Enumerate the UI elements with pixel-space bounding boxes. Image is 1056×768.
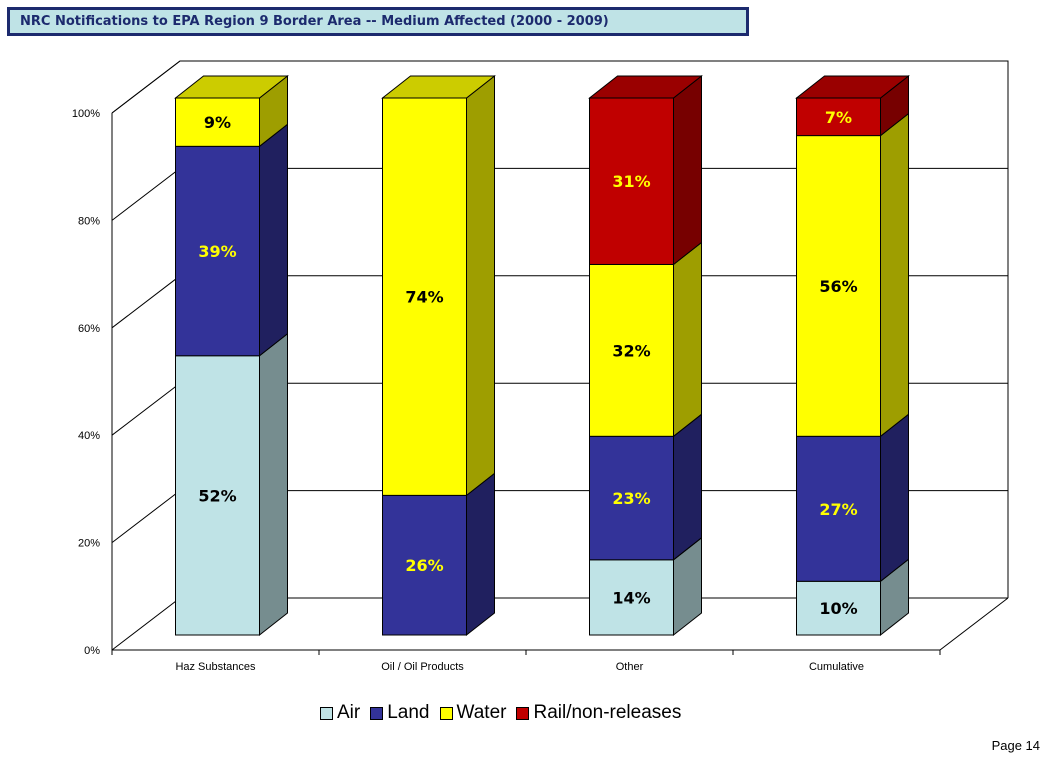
bar-side-face: [466, 74, 495, 497]
bar-segment: [382, 494, 467, 636]
bar-side-face: [259, 123, 288, 357]
bar-segment: [589, 435, 674, 561]
bar-side-face: [259, 332, 288, 637]
data-label: 39%: [198, 242, 236, 261]
y-tick-label: 40%: [78, 430, 100, 442]
bar-segment: [382, 97, 467, 496]
data-label: 7%: [825, 108, 852, 127]
bar-segment: [175, 97, 260, 147]
data-label: 27%: [819, 500, 857, 519]
bar-side-face: [880, 112, 909, 438]
legend-swatch-water: [439, 706, 453, 720]
chart-title: NRC Notifications to EPA Region 9 Border…: [7, 7, 749, 36]
bar-side-face: [673, 74, 702, 266]
legend-item-rail: Rail/non-releases: [516, 702, 681, 724]
data-label: 14%: [612, 588, 650, 607]
legend-item-water: Water: [439, 702, 507, 724]
data-label: 74%: [405, 288, 443, 307]
y-tick-label: 0%: [84, 645, 100, 657]
bar-segment: [796, 580, 881, 636]
bar-segment: [175, 145, 260, 357]
legend-item-land: Land: [370, 702, 430, 724]
page-number: Page 14: [991, 738, 1040, 753]
bar-side-face: [673, 413, 702, 561]
bar-segment: [796, 135, 881, 437]
bar-segment: [175, 355, 260, 636]
x-tick-label: Oil / Oil Products: [381, 661, 464, 673]
bar-top-face: [795, 75, 910, 99]
y-tick-label: 60%: [78, 323, 100, 335]
data-label: 26%: [405, 556, 443, 575]
bar-side-face: [466, 472, 495, 637]
legend-label-land: Land: [387, 702, 430, 723]
bar-side-face: [673, 241, 702, 438]
legend-item-air: Air: [320, 702, 360, 724]
bar-segment: [796, 435, 881, 582]
data-label: 23%: [612, 489, 650, 508]
bar-top-face: [588, 75, 703, 99]
data-label: 56%: [819, 277, 857, 296]
legend-swatch-land: [370, 706, 384, 720]
bar-segment: [589, 263, 674, 437]
legend: Air Land Water Rail/non-releases: [320, 700, 691, 726]
gridline: [111, 60, 1008, 114]
chart-area: 0% 20% 40% 60% 80% 100% Haz Substances Oil / Oi…: [72, 60, 1009, 673]
bar-side-face: [880, 413, 909, 583]
data-label: 31%: [612, 172, 650, 191]
x-tick-label: Cumulative: [809, 661, 864, 673]
bar-segment: [589, 559, 674, 636]
legend-label-water: Water: [456, 702, 507, 723]
y-tick-label: 20%: [78, 538, 100, 550]
legend-swatch-air: [320, 706, 333, 720]
x-tick-label: Other: [616, 661, 644, 673]
legend-label-rail: Rail/non-releases: [533, 702, 682, 723]
bar-top-face: [174, 75, 289, 99]
data-label: 9%: [204, 113, 231, 132]
legend-swatch-rail: [516, 706, 530, 720]
data-label: 52%: [198, 486, 236, 505]
bar-top-face: [381, 75, 496, 99]
x-tick-label: Haz Substances: [175, 661, 256, 673]
data-label: 10%: [819, 599, 857, 618]
data-label: 32%: [612, 341, 650, 360]
floor-edge: [939, 597, 1009, 651]
y-tick-label: 100%: [72, 108, 100, 120]
legend-label-air: Air: [337, 702, 361, 723]
y-tick-label: 80%: [78, 215, 100, 227]
